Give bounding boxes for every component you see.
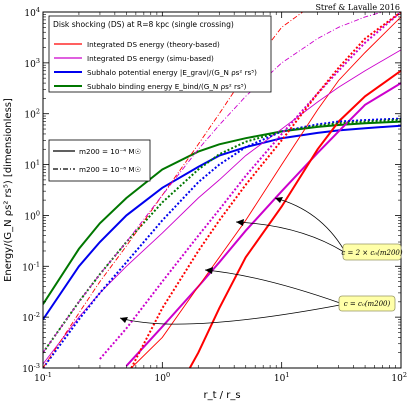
- annotation-box-2c0: [342, 243, 402, 261]
- legend-label-theory: Integrated DS energy (theory-based): [87, 40, 220, 49]
- annotations: c = 2 × c₀(m200) c = c₀(m200): [119, 197, 403, 325]
- series-line-11: [43, 12, 383, 353]
- series-line-5: [43, 49, 401, 365]
- series-line-3: [188, 69, 401, 368]
- x-axis-label: r_t / r_s: [203, 390, 240, 401]
- chart-title: Stref & Lavalle 2016: [315, 3, 400, 12]
- mass-legend-label-1e-6: m200 = 10⁻⁶ M☉: [79, 165, 141, 174]
- arrowhead-3: [205, 267, 213, 274]
- x-tick-label-0: 10-1: [34, 371, 52, 384]
- y-tick-label-2: 10-1: [22, 260, 40, 273]
- y-tick-label-5: 102: [24, 108, 40, 121]
- arrow-2c0-upper: [274, 197, 345, 251]
- series-line-1: [43, 120, 401, 305]
- arrowhead-4: [120, 317, 128, 323]
- annotation-2c0: c = 2 × c₀(m200): [341, 249, 402, 257]
- annotation-box-c0: [338, 295, 396, 312]
- plot-frame: [42, 11, 402, 369]
- series-layer: [43, 12, 401, 368]
- y-axis-label: Energy/(G_N ρs² rs⁵) [dimensionless]: [3, 98, 14, 282]
- series-line-9: [130, 12, 401, 368]
- legend: Disk shocking (DS) at R=8 kpc (single cr…: [48, 15, 272, 93]
- y-tick-label-1: 10-2: [22, 311, 40, 324]
- y-tick-label-7: 104: [24, 6, 40, 19]
- legend-label-binding: Subhalo binding energy E_bind/(G_N ρs² r…: [87, 82, 247, 91]
- x-tick-label-2: 101: [274, 371, 290, 384]
- y-tick-label-6: 103: [24, 57, 40, 70]
- y-tick-label-0: 10-3: [22, 362, 40, 375]
- legend-title: Disk shocking (DS) at R=8 kpc (single cr…: [53, 20, 234, 29]
- mass-legend-box: [48, 139, 151, 182]
- series-line-2: [125, 82, 401, 367]
- legend-label-potential: Subhalo potential energy |E_grav|/(G_N ρ…: [87, 68, 257, 77]
- series-line-10: [43, 12, 303, 368]
- legend-label-simu: Integrated DS energy (simu-based): [87, 54, 214, 63]
- mass-legend-label-1e-4: m200 = 10⁻⁴ M☉: [79, 147, 141, 156]
- x-tick-label-3: 102: [391, 371, 407, 384]
- legend-box: [48, 15, 272, 93]
- y-tick-label-4: 101: [24, 159, 40, 172]
- axes: 10-1 100 101 102 10-3 10-2 10-1 100 101 102 103 104: [22, 6, 407, 384]
- series-line-7: [43, 118, 401, 354]
- series-line-4: [130, 16, 401, 368]
- arrowhead-1: [275, 197, 283, 203]
- x-tick-label-1: 100: [155, 371, 171, 384]
- arrow-2c0-lower: [235, 221, 345, 253]
- series-line-6: [43, 117, 401, 368]
- arrowhead-2: [236, 219, 244, 226]
- mass-legend: m200 = 10⁻⁴ M☉ m200 = 10⁻⁶ M☉: [48, 139, 151, 182]
- arrow-c0-upper: [204, 269, 341, 304]
- arrow-c0-lower: [119, 304, 341, 325]
- y-tick-label-3: 100: [24, 209, 40, 222]
- annotation-c0: c = c₀(m200): [344, 300, 391, 308]
